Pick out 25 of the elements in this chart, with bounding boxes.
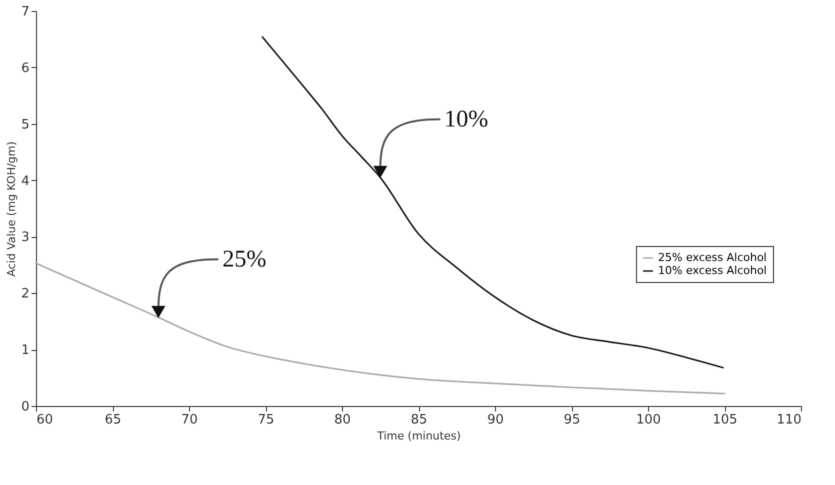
y-tick-label: 4 <box>21 174 30 189</box>
legend-label: 25% excess Alcohol <box>658 251 767 264</box>
x-tick-label: 70 <box>181 412 198 428</box>
x-tick-label: 85 <box>410 412 428 428</box>
x-tick-label: 90 <box>487 412 504 428</box>
y-tick-label: 7 <box>21 4 30 20</box>
x-tick-label: 105 <box>712 412 738 428</box>
y-tick-label: 6 <box>21 60 30 76</box>
y-tick-label: 5 <box>21 117 30 132</box>
x-tick-label: 80 <box>334 412 351 428</box>
x-tick-label: 60 <box>36 412 54 428</box>
x-tick-label: 110 <box>776 412 802 428</box>
legend-label: 10% excess Alcohol <box>658 264 767 277</box>
annotation: 10% <box>444 106 488 132</box>
y-tick-label: 0 <box>21 400 30 414</box>
annotation: 25% <box>222 246 266 272</box>
y-tick-label: 3 <box>21 230 30 246</box>
y-tick-label: 2 <box>21 286 30 302</box>
x-axis-title: Time (minutes) <box>376 430 461 442</box>
y-tick-label: 1 <box>21 343 30 358</box>
y-axis-title: Acid Value (mg KOH/gm) <box>5 141 18 277</box>
x-tick-label: 65 <box>104 412 122 428</box>
x-tick-label: 95 <box>564 412 580 428</box>
x-tick-label: 100 <box>636 412 661 428</box>
x-tick-label: 75 <box>258 412 274 428</box>
